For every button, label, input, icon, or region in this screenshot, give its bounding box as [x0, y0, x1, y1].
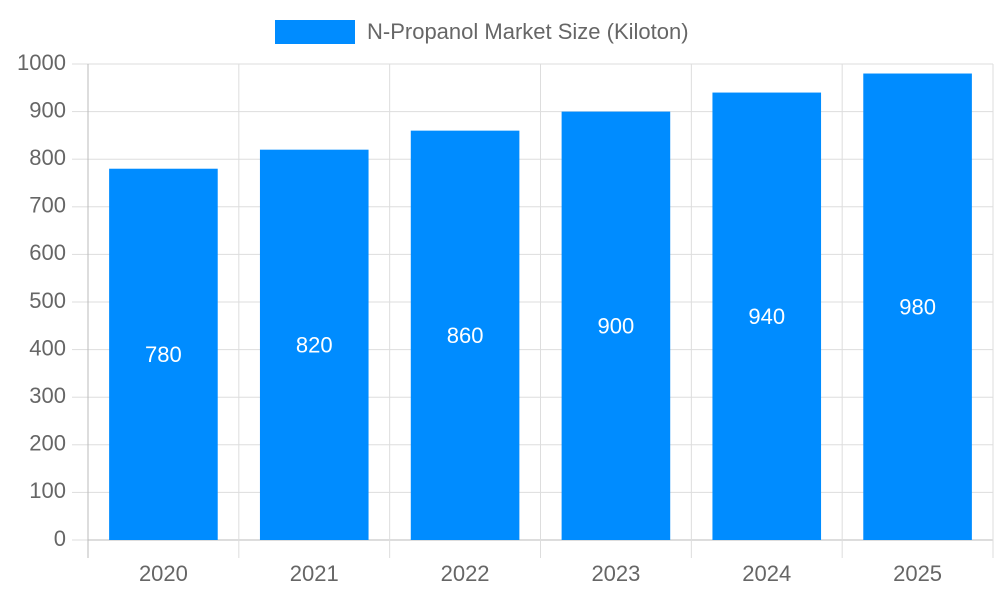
y-tick-label: 100 — [29, 478, 66, 503]
y-tick-label: 200 — [29, 431, 66, 456]
x-tick-label: 2022 — [441, 561, 490, 586]
bar — [259, 149, 369, 540]
y-tick-label: 700 — [29, 193, 66, 218]
y-tick-label: 300 — [29, 383, 66, 408]
y-tick-label: 500 — [29, 288, 66, 313]
x-tick-label: 2020 — [139, 561, 188, 586]
x-tick-label: 2023 — [591, 561, 640, 586]
bar — [410, 130, 520, 540]
value-label: 780 — [145, 342, 182, 367]
value-label: 940 — [748, 304, 785, 329]
y-tick-label: 1000 — [17, 50, 66, 75]
bar — [712, 92, 822, 540]
y-tick-label: 0 — [54, 526, 66, 551]
x-tick-label: 2021 — [290, 561, 339, 586]
y-tick-label: 800 — [29, 145, 66, 170]
x-tick-label: 2025 — [893, 561, 942, 586]
bar — [561, 111, 671, 540]
value-label: 820 — [296, 333, 333, 358]
value-label: 980 — [899, 295, 936, 320]
bar — [109, 168, 218, 540]
x-tick-label: 2024 — [742, 561, 791, 586]
legend-label: N-Propanol Market Size (Kiloton) — [367, 19, 689, 44]
y-tick-label: 900 — [29, 97, 66, 122]
value-label: 860 — [447, 323, 484, 348]
y-tick-label: 600 — [29, 240, 66, 265]
y-tick-label: 400 — [29, 335, 66, 360]
bar — [863, 73, 972, 541]
legend-swatch — [275, 20, 355, 44]
value-label: 900 — [598, 314, 635, 339]
